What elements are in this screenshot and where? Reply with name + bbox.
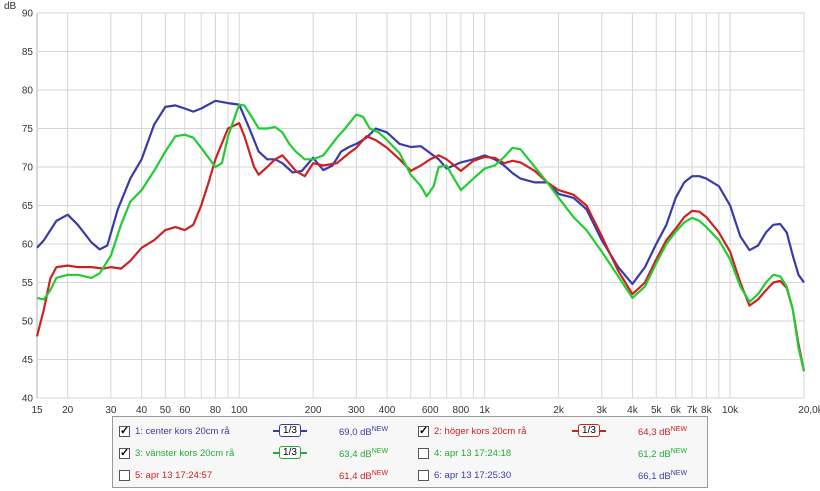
x-tick-label: 2k	[553, 405, 565, 415]
x-tick-label: 7k	[687, 405, 699, 415]
x-tick-label: 50	[160, 405, 172, 415]
y-tick-label: 50	[22, 317, 34, 328]
level-value: 66,1 dB	[638, 471, 671, 483]
legend-label: 4: apr 13 17:24:18	[434, 447, 512, 459]
frequency-response-chart: dB 40 45 50 55 60 65 70 75 80 85 90 15 20 30 40 50 60 80 1…	[4, 1, 820, 415]
y-tick-label: 65	[22, 201, 34, 212]
smoothing-selector-3[interactable]: 1/3	[273, 446, 307, 460]
x-tick-label: 3k	[596, 405, 608, 415]
y-tick-label: 60	[22, 240, 34, 251]
legend-item-4[interactable]: 4: apr 13 17:24:18	[418, 445, 511, 461]
x-tick-label: 200	[305, 405, 322, 415]
smoothing-label: 1/3	[279, 424, 301, 437]
legend-level-3: 63,4 dBNEW	[339, 448, 388, 460]
legend-label: 5: apr 13 17:24:57	[135, 469, 213, 481]
legend-item-5[interactable]: 5: apr 13 17:24:57	[119, 467, 212, 483]
smoothing-label: 1/3	[578, 424, 600, 437]
y-tick-label: 55	[22, 278, 34, 289]
y-tick-label: 85	[22, 47, 34, 58]
legend-checkbox-2[interactable]: ✓	[418, 424, 429, 437]
x-tick-label: 8k	[701, 405, 713, 415]
level-value: 64,3 dB	[638, 427, 671, 439]
new-badge: NEW	[371, 448, 389, 455]
legend-checkbox-4[interactable]	[418, 447, 429, 459]
x-tick-label: 400	[379, 405, 396, 415]
legend-checkbox-5[interactable]	[119, 469, 130, 481]
x-tick-label: 1k	[479, 405, 491, 415]
legend-checkbox-6[interactable]	[418, 469, 429, 481]
new-badge: NEW	[670, 426, 688, 433]
x-tick-label: 20,0k Hz	[798, 405, 820, 415]
x-tick-label: 20	[62, 405, 74, 415]
y-tick-label: 70	[22, 163, 34, 174]
legend-label: 1: center kors 20cm rå	[135, 425, 230, 437]
smoothing-label: 1/3	[279, 446, 301, 459]
x-tick-label: 10k	[722, 405, 739, 415]
x-tick-label: 800	[453, 405, 470, 415]
legend-level-1: 69,0 dBNEW	[339, 426, 388, 438]
legend-item-3[interactable]: ✓ 3: vänster kors 20cm rå	[119, 445, 234, 461]
y-tick-label: 40	[22, 394, 34, 405]
x-tick-label: 5k	[651, 405, 663, 415]
x-tick-label: 40	[136, 405, 148, 415]
y-tick-label: 90	[22, 9, 34, 20]
y-tick-label: 45	[22, 355, 34, 366]
legend: ✓ 1: center kors 20cm rå 1/3 69,0 dBNEW ✓ 2: …	[112, 416, 708, 488]
legend-label: 6: apr 13 17:25:30	[434, 469, 512, 481]
legend-level-2: 64,3 dBNEW	[638, 426, 687, 438]
legend-item-6[interactable]: 6: apr 13 17:25:30	[418, 467, 511, 483]
level-value: 61,4 dB	[339, 471, 372, 483]
smoothing-selector-1[interactable]: 1/3	[273, 424, 307, 438]
legend-label: 3: vänster kors 20cm rå	[135, 447, 235, 459]
x-tick-label: 30	[105, 405, 117, 415]
legend-item-1[interactable]: ✓ 1: center kors 20cm rå	[119, 423, 230, 439]
series-line-1	[36, 99, 805, 286]
legend-level-4: 61,2 dBNEW	[638, 448, 687, 460]
new-badge: NEW	[670, 448, 688, 455]
x-tick-label: 100	[231, 405, 248, 415]
new-badge: NEW	[371, 470, 389, 477]
x-tick-label: 300	[348, 405, 365, 415]
x-tick-label: 80	[210, 405, 222, 415]
y-axis-label: dB	[4, 1, 17, 12]
legend-item-2[interactable]: ✓ 2: höger kors 20cm rå	[418, 423, 526, 439]
legend-checkbox-3[interactable]: ✓	[119, 446, 130, 459]
x-tick-label: 600	[422, 405, 439, 415]
legend-label: 2: höger kors 20cm rå	[434, 425, 527, 437]
series-line-3	[36, 103, 806, 372]
legend-level-6: 66,1 dBNEW	[638, 470, 687, 482]
legend-level-5: 61,4 dBNEW	[339, 470, 388, 482]
new-badge: NEW	[670, 470, 688, 477]
legend-checkbox-1[interactable]: ✓	[119, 424, 130, 437]
x-tick-label: 60	[179, 405, 191, 415]
new-badge: NEW	[371, 426, 389, 433]
level-value: 61,2 dB	[638, 449, 671, 461]
y-tick-label: 80	[22, 86, 34, 97]
level-value: 63,4 dB	[339, 449, 372, 461]
level-value: 69,0 dB	[339, 427, 372, 439]
x-tick-label: 4k	[627, 405, 639, 415]
x-tick-label: 6k	[670, 405, 682, 415]
smoothing-selector-2[interactable]: 1/3	[572, 424, 606, 438]
x-tick-label: 15	[31, 405, 43, 415]
y-tick-label: 75	[22, 124, 34, 135]
